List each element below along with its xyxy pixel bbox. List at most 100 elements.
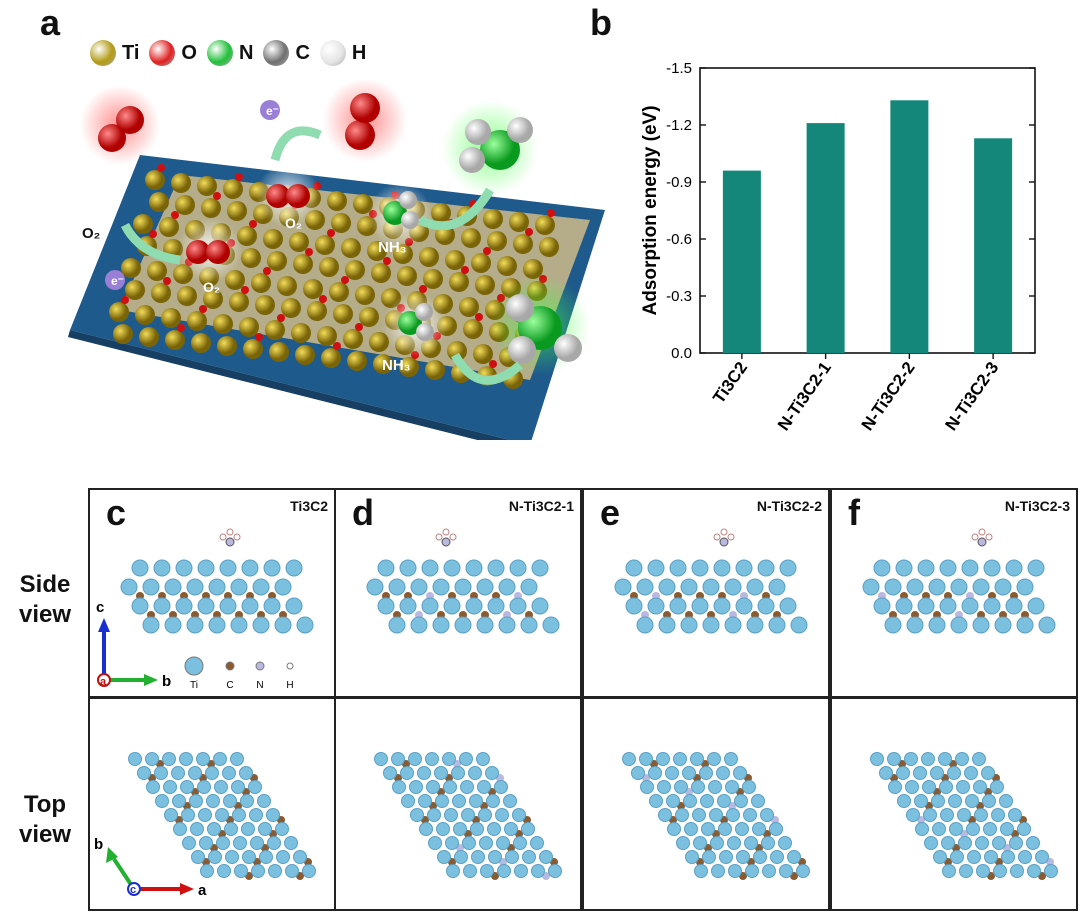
ti-atom xyxy=(476,752,490,766)
ti-atom xyxy=(443,597,461,615)
svg-text:e⁻: e⁻ xyxy=(266,104,279,118)
ti-atom xyxy=(726,808,740,822)
ti-atom xyxy=(658,616,676,634)
ti-atom xyxy=(241,822,255,836)
y-axis-title: Adsorption energy (eV) xyxy=(640,105,661,315)
ti-atom xyxy=(933,850,947,864)
ti-atom xyxy=(259,850,273,864)
b-axis-head xyxy=(144,674,158,686)
ti-atom xyxy=(779,559,797,577)
ti-atom xyxy=(230,616,248,634)
ti-atom xyxy=(718,822,732,836)
ti-atom xyxy=(625,559,643,577)
adsorbate-h xyxy=(449,533,457,541)
ti-atom xyxy=(1005,597,1023,615)
adsorbate-n xyxy=(225,537,235,547)
ti-atom xyxy=(436,822,450,836)
ti-atom xyxy=(196,752,210,766)
ti-atom xyxy=(976,864,990,878)
x-category-label: N-Ti3C2-3 xyxy=(941,358,1002,434)
ti-atom xyxy=(796,864,810,878)
ti-atom xyxy=(188,766,202,780)
ti-atom xyxy=(631,766,645,780)
ti-atom xyxy=(744,836,758,850)
adsorbate-h xyxy=(720,528,728,536)
ti-atom xyxy=(230,578,248,596)
ti-atom xyxy=(478,808,492,822)
ti-atom xyxy=(503,794,517,808)
ti-atom xyxy=(887,752,901,766)
ti-atom xyxy=(377,559,395,577)
ti-atom xyxy=(451,766,465,780)
ti-atom xyxy=(967,850,981,864)
adsorbate-h xyxy=(226,528,234,536)
ti-atom xyxy=(699,766,713,780)
panel-label-f: f xyxy=(848,492,860,533)
ti-atom xyxy=(241,597,259,615)
ti-atom xyxy=(266,808,280,822)
y-tick-label: -1.2 xyxy=(666,117,692,134)
ti-atom xyxy=(690,752,704,766)
ti-atom xyxy=(285,559,303,577)
ti-atom xyxy=(391,752,405,766)
ti-atom xyxy=(928,578,946,596)
ti-atom xyxy=(206,794,220,808)
ti-atom xyxy=(520,578,538,596)
ti-atom xyxy=(445,836,459,850)
ti-atom xyxy=(417,766,431,780)
ti-atom xyxy=(293,850,307,864)
ti-atom xyxy=(1008,808,1022,822)
ti-atom xyxy=(983,597,1001,615)
ti-atom xyxy=(779,864,793,878)
side-view-panel-c: c Ti3C2 c b a Ti C N H xyxy=(88,488,336,698)
ti-atom xyxy=(710,836,724,850)
ti-atom xyxy=(938,752,952,766)
ti-atom xyxy=(509,597,527,615)
ti-atom xyxy=(966,822,980,836)
ti-atom xyxy=(680,616,698,634)
ti-atom xyxy=(427,808,441,822)
atom-legend-swatch xyxy=(184,656,204,676)
ti-atom xyxy=(735,597,753,615)
ti-atom xyxy=(531,864,545,878)
ti-atom xyxy=(153,597,171,615)
ti-atom xyxy=(702,616,720,634)
ti-atom xyxy=(915,822,929,836)
scheme-label-o2-left: O₂ xyxy=(82,225,100,242)
legend-label: H xyxy=(351,41,367,64)
catalysis-scheme-illustration: e⁻ e⁻ O₂ O₂ O₂ NH₃ NH₃ xyxy=(68,80,605,440)
y-tick-label: -0.9 xyxy=(666,174,692,191)
ti-atom xyxy=(410,616,428,634)
ti-atom xyxy=(905,780,919,794)
panel-label-b: b xyxy=(590,2,612,43)
ti-atom xyxy=(906,578,924,596)
side-view-panel-d: d N-Ti3C2-1 xyxy=(334,488,582,698)
ti-atom xyxy=(494,780,508,794)
top-view-structure xyxy=(870,752,1058,880)
ti-atom xyxy=(745,864,759,878)
ti-atom xyxy=(487,822,501,836)
ti-atom xyxy=(957,808,971,822)
ti-atom xyxy=(658,808,672,822)
ti-atom xyxy=(921,752,935,766)
ti-atom xyxy=(428,836,442,850)
legend-swatch xyxy=(149,40,176,66)
plot-frame xyxy=(699,67,1036,354)
ti-atom xyxy=(992,836,1006,850)
ti-atom xyxy=(950,850,964,864)
ti-atom xyxy=(366,578,384,596)
ti-atom xyxy=(685,850,699,864)
ti-atom xyxy=(752,822,766,836)
ti-atom xyxy=(983,822,997,836)
ti-atom xyxy=(751,794,765,808)
ti-atom xyxy=(625,597,643,615)
ti-atom xyxy=(163,780,177,794)
ti-atom xyxy=(434,766,448,780)
ti-atom xyxy=(197,780,211,794)
ti-atom xyxy=(713,597,731,615)
ti-atom xyxy=(702,578,720,596)
ti-atom xyxy=(469,794,483,808)
ti-atom xyxy=(914,794,928,808)
ti-atom xyxy=(972,616,990,634)
ti-atom xyxy=(753,850,767,864)
